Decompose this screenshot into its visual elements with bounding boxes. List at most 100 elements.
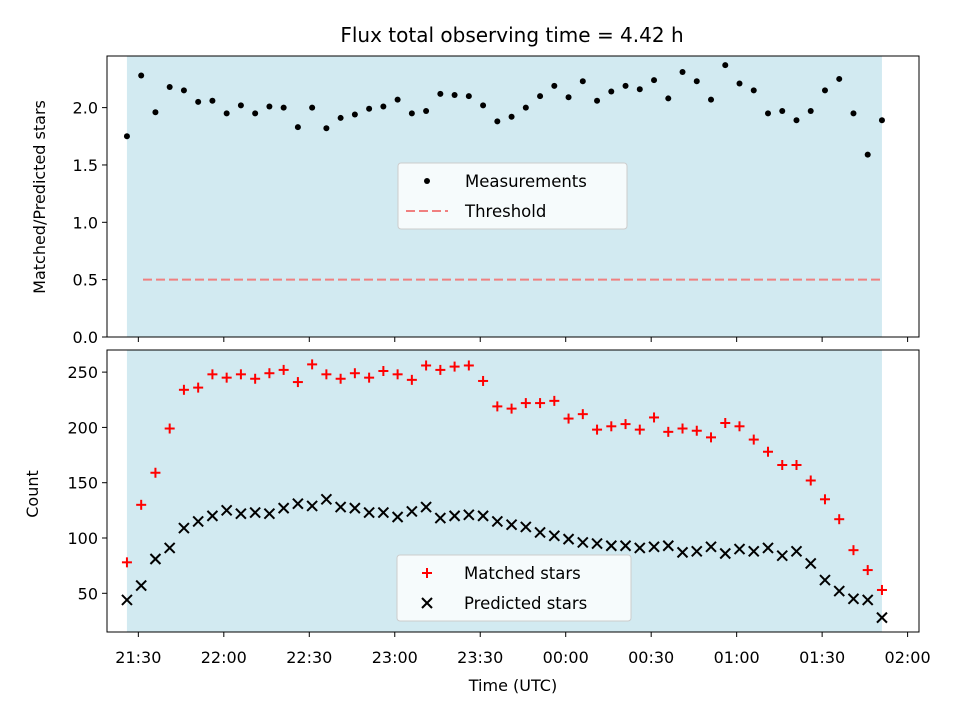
measurement-point bbox=[138, 72, 145, 79]
measurement-point bbox=[337, 114, 344, 121]
measurement-point bbox=[679, 69, 686, 76]
measurement-point bbox=[722, 62, 729, 69]
predicted-star-point bbox=[406, 505, 418, 518]
measurement-point bbox=[209, 97, 216, 104]
matched-star-point bbox=[463, 360, 474, 371]
predicted-star-point bbox=[805, 557, 817, 570]
measurement-point bbox=[309, 104, 316, 111]
matched-star-point bbox=[506, 403, 517, 414]
bottom-panel: 50 100 150 200 250 21:30 22:00 22:30 23:00 23:30… bbox=[23, 349, 931, 695]
matched-star-point bbox=[492, 401, 503, 412]
matched-star-point bbox=[307, 359, 318, 370]
predicted-star-point bbox=[648, 541, 660, 553]
measurement-point bbox=[294, 124, 301, 131]
measurement-point bbox=[636, 86, 643, 93]
bottom-y-axis-label: Count bbox=[23, 470, 42, 518]
measurement-point bbox=[551, 82, 558, 89]
matched-star-point bbox=[577, 409, 588, 420]
matched-star-point bbox=[321, 369, 332, 380]
matched-star-point bbox=[720, 417, 731, 428]
predicted-star-point bbox=[691, 545, 703, 557]
bottom-axes-frame bbox=[106, 349, 920, 633]
measurement-point bbox=[166, 83, 173, 90]
predicted-star-point bbox=[676, 546, 689, 559]
matched-star-point bbox=[677, 423, 688, 434]
measurement-point bbox=[323, 125, 330, 132]
measurement-point bbox=[793, 117, 800, 124]
matched-star-point bbox=[221, 372, 232, 383]
legend-threshold-label: Threshold bbox=[464, 202, 546, 221]
matched-star-point bbox=[791, 460, 802, 471]
predicted-star-point bbox=[320, 493, 333, 506]
predicted-star-point bbox=[634, 542, 646, 554]
matched-star-point bbox=[691, 425, 702, 436]
predicted-star-point bbox=[448, 510, 461, 522]
matched-star-point bbox=[207, 369, 218, 380]
top-y-ticks: 0.0 0.5 1.0 1.5 2.0 bbox=[73, 99, 107, 347]
top-axes-frame bbox=[106, 55, 920, 338]
measurement-point bbox=[465, 93, 472, 100]
predicted-star-point bbox=[349, 502, 361, 514]
measurement-point bbox=[878, 117, 885, 124]
matched-star-point bbox=[392, 369, 403, 380]
predicted-star-point bbox=[121, 594, 133, 606]
matched-star-point bbox=[706, 432, 717, 443]
measurement-point bbox=[522, 104, 529, 111]
x-tick-label: 01:30 bbox=[799, 648, 845, 667]
x-tick-label: 22:00 bbox=[201, 648, 247, 667]
matched-star-point bbox=[435, 364, 446, 375]
predicted-star-point bbox=[876, 611, 888, 624]
bottom-x-ticks: 21:30 22:00 22:30 23:00 23:30 00:00 00:30 01:00… bbox=[115, 632, 931, 667]
predicted-star-point bbox=[662, 540, 674, 552]
measurement-point bbox=[608, 88, 615, 95]
measurement-point bbox=[451, 91, 458, 98]
measurement-point bbox=[508, 113, 515, 120]
predicted-star-point bbox=[149, 553, 162, 565]
matched-star-point bbox=[121, 557, 132, 568]
predicted-star-point bbox=[334, 501, 347, 513]
predicted-star-point bbox=[719, 547, 731, 560]
measurement-point bbox=[280, 104, 287, 111]
predicted-star-point bbox=[591, 537, 603, 550]
measurement-point bbox=[750, 87, 757, 94]
legend-measurements-label: Measurements bbox=[465, 172, 587, 191]
predicted-star-point bbox=[619, 540, 632, 552]
top-y-axis-label: Matched/Predicted stars bbox=[30, 100, 49, 294]
matched-star-point bbox=[620, 419, 631, 430]
predicted-star-point bbox=[705, 541, 717, 553]
x-tick-label: 00:00 bbox=[543, 648, 589, 667]
measurement-point bbox=[351, 111, 358, 118]
measurement-point bbox=[594, 97, 601, 104]
matched-star-point bbox=[549, 395, 560, 406]
predicted-star-point bbox=[420, 501, 432, 513]
measurement-point bbox=[152, 109, 159, 116]
matched-star-point bbox=[819, 494, 830, 505]
matched-star-point bbox=[535, 398, 546, 409]
matched-star-point bbox=[250, 373, 261, 384]
measurement-point bbox=[708, 96, 715, 103]
predicted-star-point bbox=[220, 504, 233, 517]
predicted-star-point bbox=[562, 533, 575, 545]
x-tick-label: 23:30 bbox=[457, 648, 503, 667]
measurement-point bbox=[736, 80, 743, 87]
top-legend: Measurements Threshold bbox=[397, 162, 628, 230]
measurement-point bbox=[864, 151, 871, 158]
predicted-star-point bbox=[235, 507, 247, 520]
bottom-y-tick-label: 50 bbox=[78, 584, 98, 603]
matched-stars-points bbox=[121, 359, 887, 595]
matched-star-point bbox=[193, 382, 204, 393]
measurement-point bbox=[123, 133, 130, 140]
predicted-star-point bbox=[862, 594, 874, 606]
bottom-y-tick-label: 200 bbox=[67, 418, 98, 437]
bottom-y-tick-label: 100 bbox=[67, 529, 98, 548]
matched-star-point bbox=[563, 413, 574, 424]
top-y-tick-label: 1.5 bbox=[73, 156, 98, 175]
predicted-star-point bbox=[847, 593, 860, 605]
measurement-point bbox=[266, 103, 273, 110]
matched-star-point bbox=[649, 412, 660, 423]
matched-star-point bbox=[335, 373, 346, 384]
bottom-x-axis-label: Time (UTC) bbox=[468, 676, 557, 695]
x-tick-label: 01:00 bbox=[714, 648, 760, 667]
matched-star-point bbox=[762, 446, 773, 457]
measurement-point bbox=[622, 82, 629, 89]
